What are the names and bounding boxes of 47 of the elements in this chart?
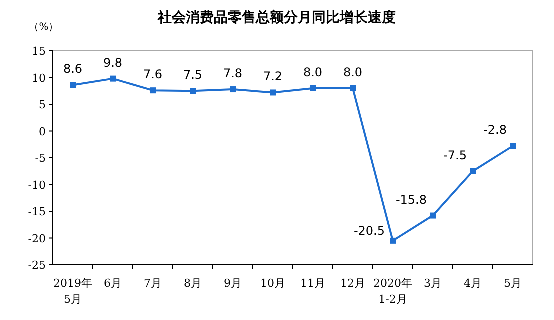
x-tick-label: 2019年 5月 [54,277,92,306]
point [430,212,436,219]
data-label: -15.8 [396,192,427,207]
chart-title: 社会消费品零售总额分月同比增长速度 [157,9,396,26]
x-tick-label: 4月 [464,277,482,290]
x-tick-label: 6月 [104,277,122,290]
y-tick-label: 10 [32,72,46,85]
x-tick-label: 5月 [504,277,522,290]
point [510,143,516,150]
data-label: 7.2 [263,70,283,84]
x-tick-label: 3月 [424,277,442,290]
y-tick-label: -5 [35,152,46,165]
x-tick-label: 7月 [144,277,162,290]
data-label: 7.6 [143,68,163,82]
data-label: 9.8 [103,56,123,70]
x-tick-label: 10月 [260,277,286,290]
data-label: -2.8 [484,123,507,138]
point [270,90,276,96]
y-tick-label: 15 [32,45,46,58]
point [150,88,156,94]
y-axis-title: （%） [29,22,59,33]
point [470,168,476,174]
point [390,238,396,244]
x-tick-label: 9月 [224,277,242,290]
data-label: 8.0 [303,65,323,80]
x-tick-label: 12月 [340,277,366,290]
data-label: 7.8 [223,66,243,81]
data-label: 7.5 [183,68,203,82]
y-tick-label: 0 [39,125,46,138]
data-label: -20.5 [354,224,385,238]
point [230,86,236,93]
y-tick-label: -15 [28,206,46,218]
y-tick-label: -20 [28,232,46,246]
y-tick-label: -25 [28,259,46,272]
x-tick-label: 8月 [184,277,202,290]
point [310,85,316,92]
y-tick-label: -10 [28,178,46,192]
point [110,76,116,82]
data-label: -7.5 [444,148,467,162]
point [70,82,76,88]
data-label: 8.6 [63,62,83,76]
x-tick-label: 2020年 1-2月 [374,277,412,306]
y-tick-label: 5 [39,98,46,112]
data-label: 8.0 [343,65,363,80]
x-tick-label: 11月 [300,277,326,290]
point [350,85,356,92]
point [190,88,196,94]
